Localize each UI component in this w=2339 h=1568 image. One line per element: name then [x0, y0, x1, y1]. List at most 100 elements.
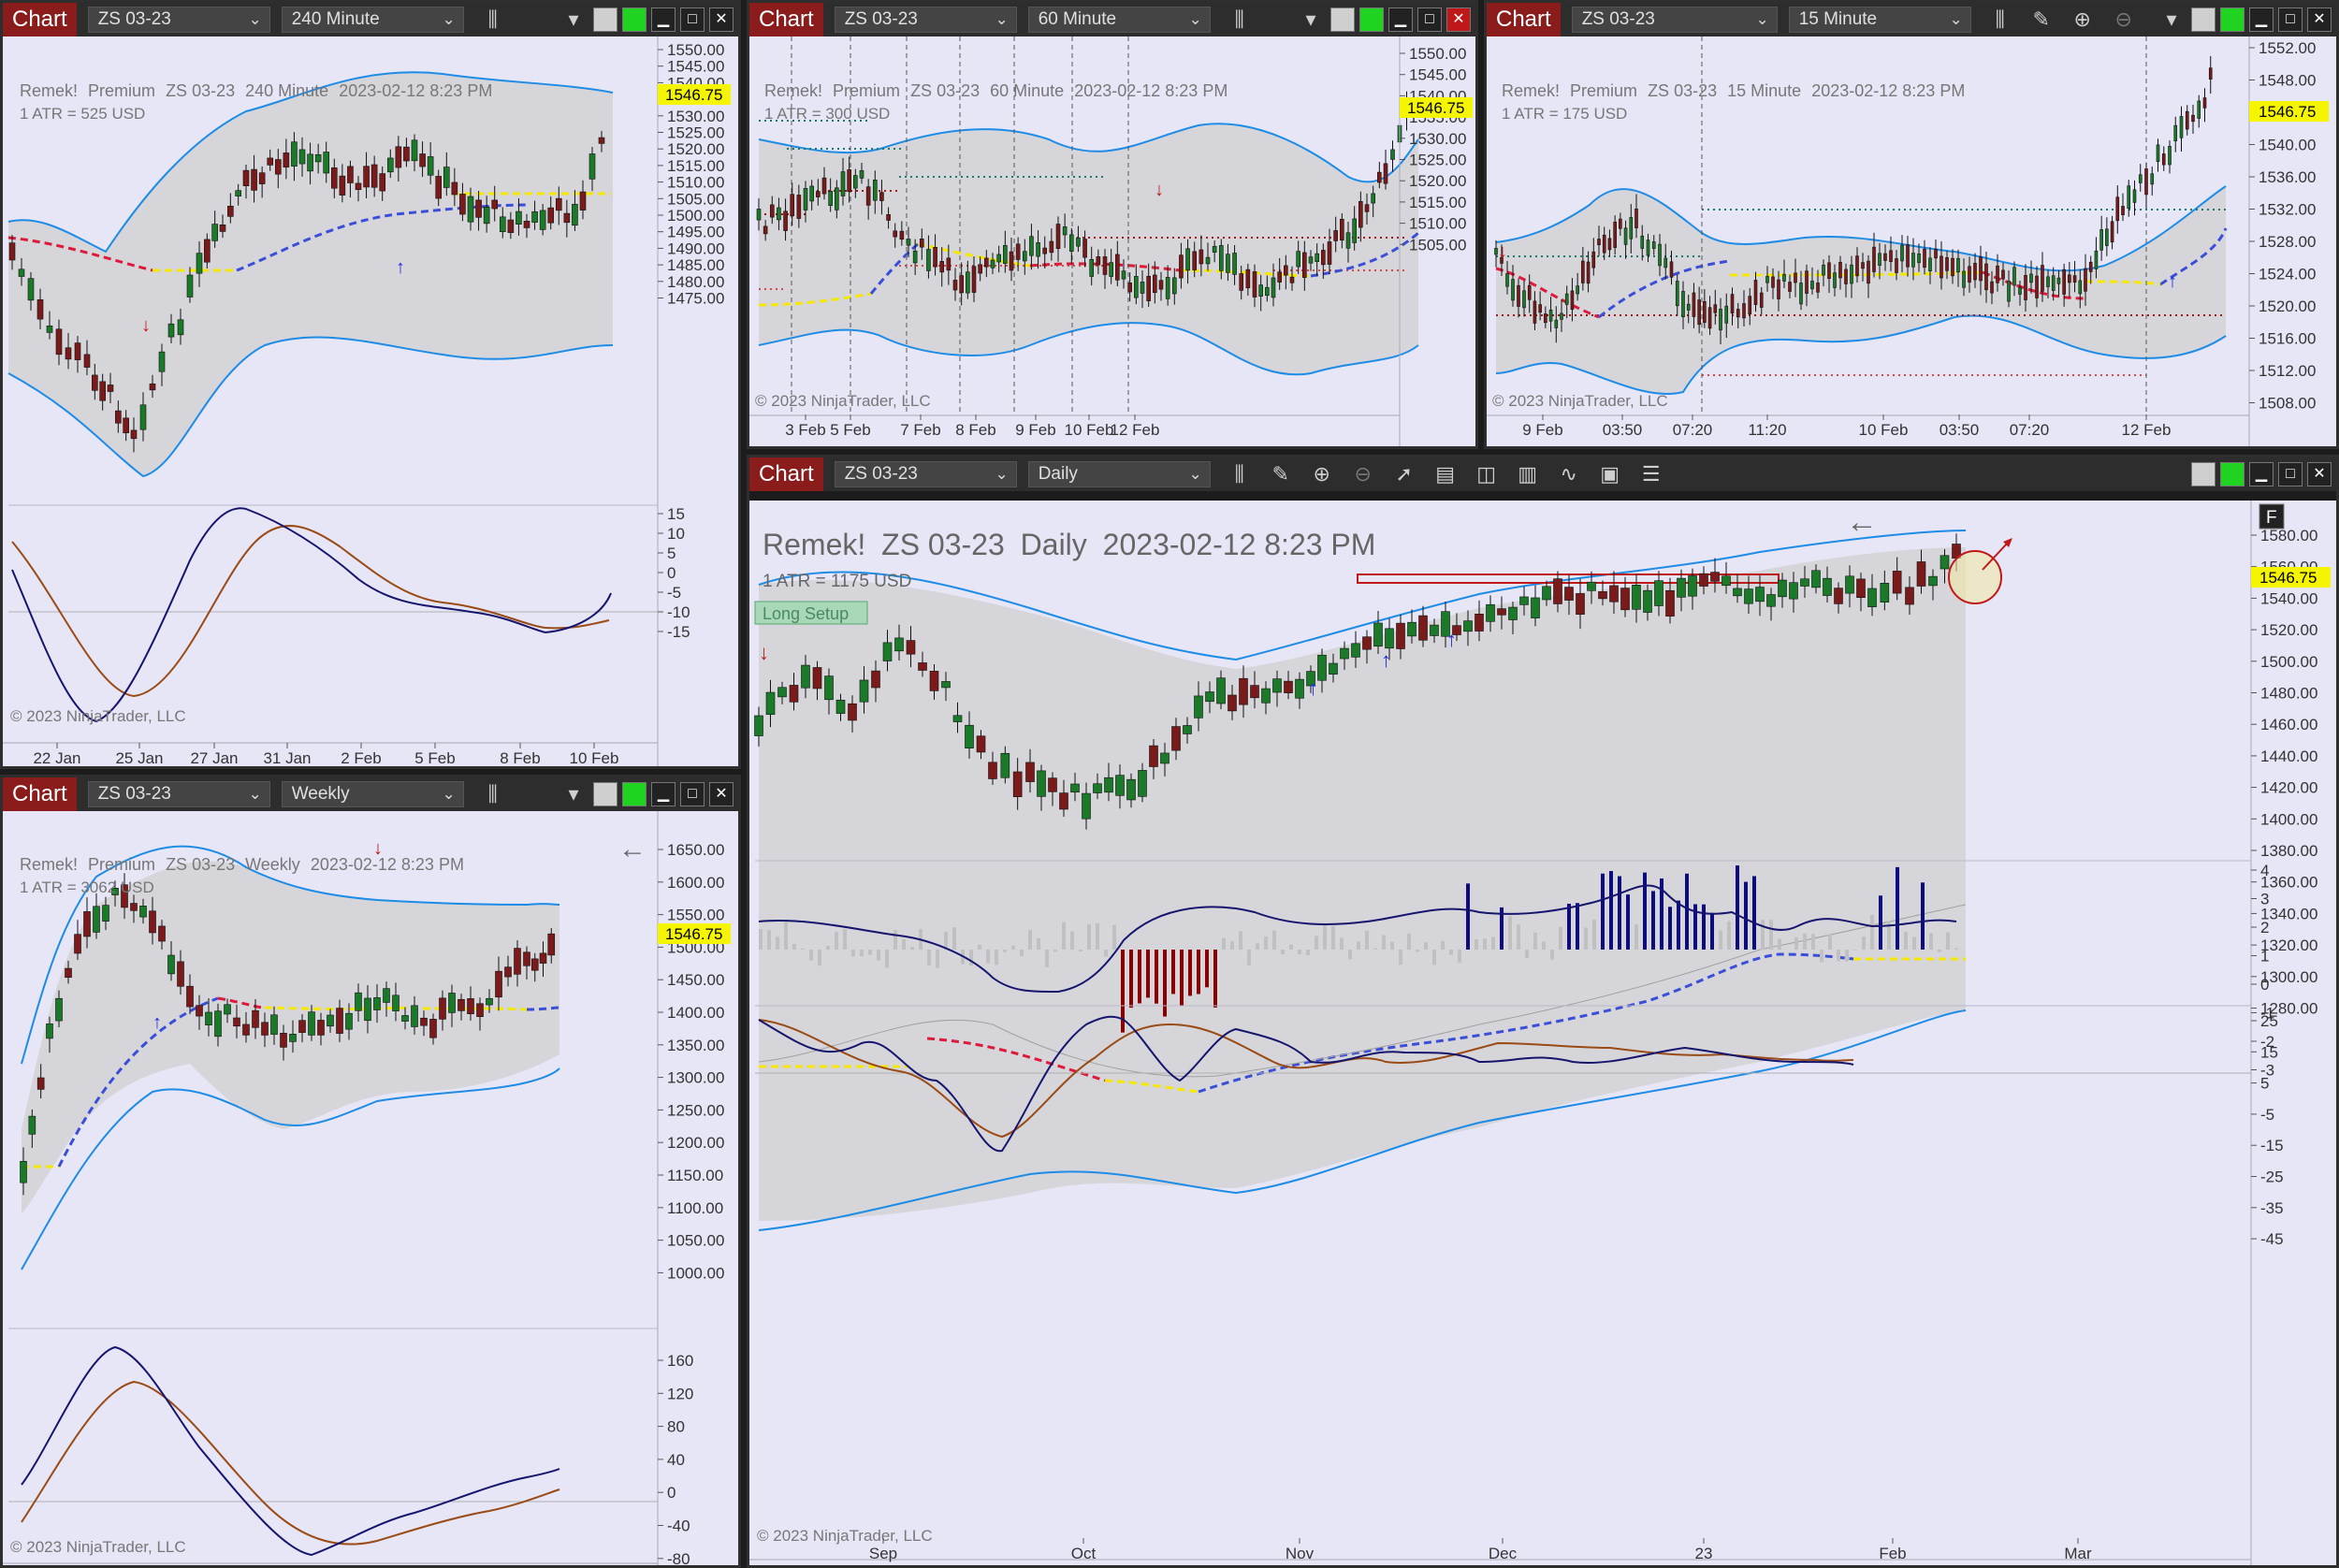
f-button[interactable] [2259, 503, 2285, 530]
zoom-out-icon[interactable]: ⊖ [2114, 7, 2132, 31]
close-icon[interactable]: ✕ [2307, 7, 2332, 32]
bar-chart-icon[interactable]: ⫼ [487, 7, 498, 31]
pencil-icon[interactable]: ✎ [2032, 7, 2050, 31]
instrument-select[interactable]: ZS 03-23 ⌄ [1571, 7, 1778, 33]
maximize-icon[interactable]: □ [1417, 7, 1442, 32]
back-arrow-icon[interactable]: ← [1846, 504, 1878, 540]
candle [1748, 296, 1752, 314]
data-box-icon[interactable]: ▤ [1435, 462, 1456, 486]
chart-badge[interactable]: Chart [749, 457, 823, 491]
chart-badge[interactable]: Chart [749, 3, 823, 36]
envelope-fill [759, 123, 1418, 375]
zoom-out-icon[interactable]: ⊖ [1354, 462, 1372, 486]
interval-select[interactable]: 15 Minute ⌄ [1788, 7, 1971, 33]
chart-svg[interactable]: ↓ ↑ ↑ ↑ Remek! ZS 03-23 Daily 2023-02-12… [749, 501, 2336, 1565]
histogram-bar [1576, 903, 1579, 950]
candle [1677, 577, 1686, 598]
maximize-icon[interactable]: □ [680, 782, 705, 806]
histogram-bar [1525, 950, 1529, 958]
instrument-select[interactable]: ZS 03-23 ⌄ [87, 781, 270, 807]
chevron-down-icon[interactable]: ▾ [1305, 7, 1316, 31]
chart-badge[interactable]: Chart [3, 777, 77, 811]
chart-list-icon[interactable]: ☰ [1641, 462, 1661, 486]
link-green-button[interactable] [2220, 7, 2245, 32]
chart-svg[interactable]: ↓ ↑ Remek! Premium ZS 03-23 Weekly 2023-… [3, 811, 738, 1565]
candle [1340, 218, 1344, 241]
candle [317, 1020, 325, 1036]
instrument-select[interactable]: ZS 03-23 ⌄ [87, 7, 270, 33]
gray-button[interactable] [593, 782, 617, 806]
chevron-down-icon[interactable]: ▾ [2166, 7, 2177, 31]
pencil-icon[interactable]: ✎ [1271, 462, 1289, 486]
maximize-icon[interactable]: □ [680, 7, 705, 32]
back-arrow-icon[interactable]: ← [618, 834, 646, 864]
gray-button[interactable] [2191, 462, 2216, 486]
candle [530, 958, 539, 971]
minimize-icon[interactable]: ▁ [651, 782, 676, 806]
close-icon[interactable]: ✕ [2307, 462, 2332, 486]
chart-badge[interactable]: Chart [3, 3, 77, 36]
link-green-button[interactable] [1359, 7, 1384, 32]
chart-plot-area[interactable]: ↓ ↑ Remek! Premium ZS 03-23 15 Minute 20… [1487, 36, 2336, 446]
histogram-axis: 4 3 2 1 0 -1 -2 -3 [2251, 862, 2274, 1080]
interval-select[interactable]: 60 Minute ⌄ [1027, 7, 1211, 33]
axis-tick-label: 31 Jan [263, 749, 311, 766]
link-green-button[interactable] [622, 782, 646, 806]
minimize-icon[interactable]: ▁ [1388, 7, 1413, 32]
histogram-bar [792, 944, 796, 950]
maximize-icon[interactable]: □ [2278, 462, 2303, 486]
candle [1171, 277, 1177, 295]
minimize-icon[interactable]: ▁ [2249, 462, 2274, 486]
interval-select[interactable]: 240 Minute ⌄ [281, 7, 464, 33]
indicators-icon[interactable]: ▥ [1518, 462, 1538, 486]
histogram-bar [1155, 950, 1158, 1004]
candle [1823, 577, 1832, 596]
minimize-icon[interactable]: ▁ [651, 7, 676, 32]
zoom-in-icon[interactable]: ⊕ [1313, 462, 1330, 486]
candle [1697, 299, 1701, 326]
close-icon[interactable]: ✕ [1446, 7, 1471, 32]
gray-button[interactable] [593, 7, 617, 32]
chart-plot-area[interactable]: ↓ ↑ Remek! Premium ZS 03-23 Weekly 2023-… [3, 811, 738, 1565]
interval-select[interactable]: Daily ⌄ [1027, 461, 1211, 487]
interval-select[interactable]: Weekly ⌄ [281, 781, 464, 807]
instrument-select[interactable]: ZS 03-23 ⌄ [834, 7, 1017, 33]
gray-button[interactable] [1330, 7, 1355, 32]
bar-chart-icon[interactable]: ⫼ [1234, 7, 1244, 31]
candle [139, 404, 147, 430]
strategies-icon[interactable]: ∿ [1560, 462, 1577, 486]
candle [139, 906, 147, 918]
chevron-down-icon[interactable]: ▾ [568, 782, 579, 806]
close-icon[interactable]: ✕ [709, 7, 734, 32]
chart-plot-area[interactable]: ↓ ↑ ↑ ↑ Remek! ZS 03-23 Daily 2023-02-12… [749, 491, 2336, 1565]
gray-button[interactable] [2191, 7, 2216, 32]
candle [1430, 624, 1439, 636]
close-icon[interactable]: ✕ [709, 782, 734, 806]
instrument-select[interactable]: ZS 03-23 ⌄ [834, 461, 1017, 487]
candle [504, 966, 512, 978]
candle [882, 642, 893, 661]
chart-plot-area[interactable]: ↓ ↑ Remek! Premium ZS 03-23 240 Minute 2… [3, 36, 738, 766]
chart-badge[interactable]: Chart [1487, 3, 1561, 36]
chevron-down-icon[interactable]: ▾ [568, 7, 579, 31]
zoom-in-icon[interactable]: ⊕ [2073, 7, 2091, 31]
bar-chart-icon[interactable]: ⫼ [487, 782, 498, 806]
pointer-icon[interactable]: ➚ [1395, 462, 1413, 486]
maximize-icon[interactable]: □ [2278, 7, 2303, 32]
candles [20, 873, 556, 1196]
chart-plot-area[interactable]: ↓ Remek! Premium ZS 03-23 60 Minute 2023… [749, 36, 1475, 446]
minimize-icon[interactable]: ▁ [2249, 7, 2274, 32]
bar-chart-icon[interactable]: ⫼ [1234, 462, 1244, 486]
link-green-button[interactable] [2220, 462, 2245, 486]
chart-svg[interactable]: ↓ Remek! Premium ZS 03-23 60 Minute 2023… [749, 36, 1475, 446]
histogram-bar [1559, 926, 1562, 950]
chart-svg[interactable]: ↓ ↑ Remek! Premium ZS 03-23 240 Minute 2… [3, 36, 738, 766]
link-green-button[interactable] [622, 7, 646, 32]
properties-icon[interactable]: ◫ [1476, 462, 1497, 486]
chart-svg[interactable]: ↓ ↑ Remek! Premium ZS 03-23 15 Minute 20… [1487, 36, 2336, 446]
templates-icon[interactable]: ▣ [1600, 462, 1620, 486]
upper-band-line [758, 530, 1967, 661]
candle [965, 724, 974, 748]
bar-chart-icon[interactable]: ⫼ [1995, 7, 2005, 31]
chevron-down-icon: ⌄ [995, 10, 1009, 28]
